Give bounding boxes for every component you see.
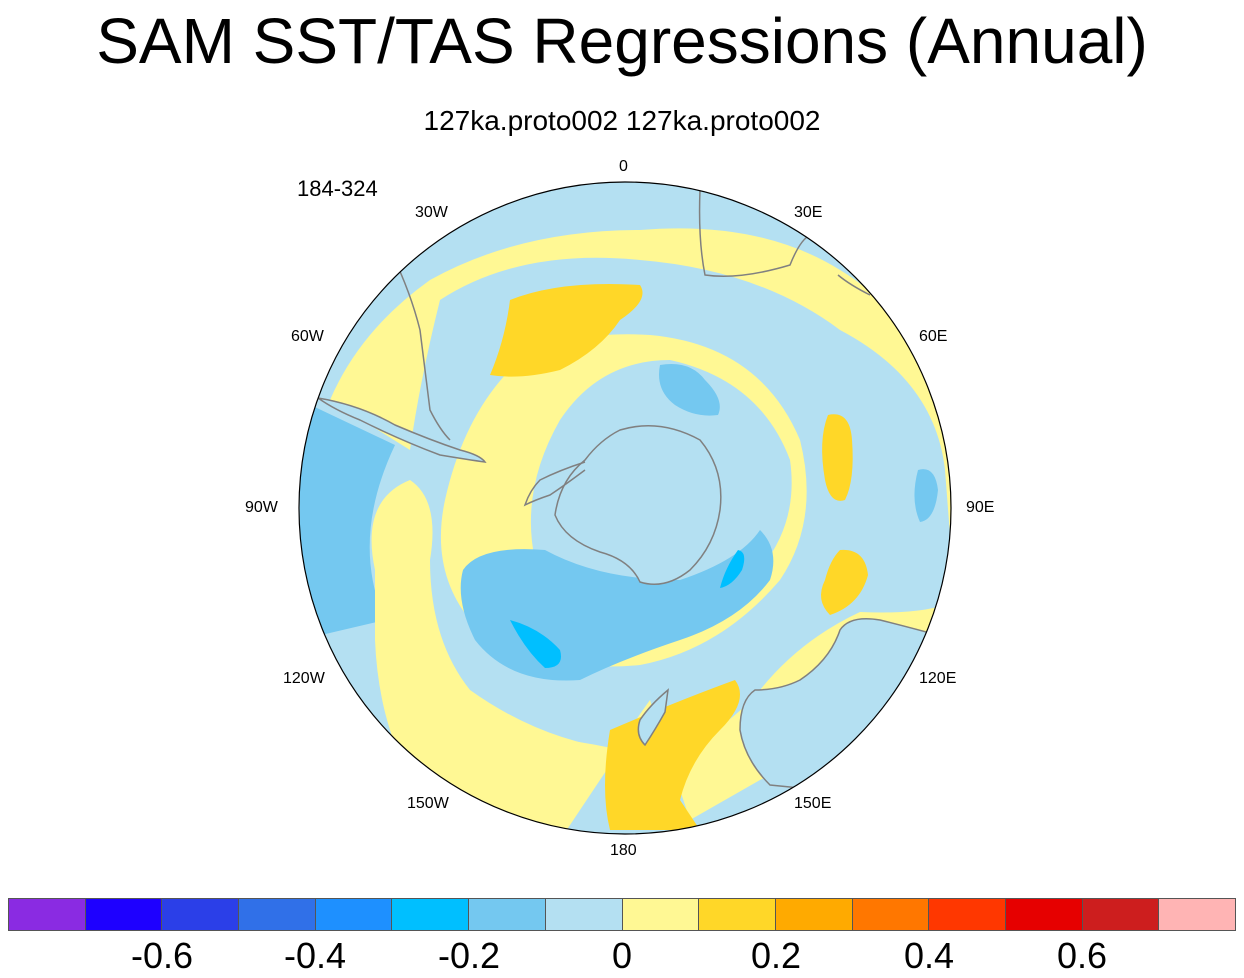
colorbar-swatch (469, 899, 546, 930)
lon-label-90e: 90E (966, 499, 995, 516)
colorbar-swatch (775, 899, 853, 930)
lon-label-90w: 90W (245, 499, 278, 516)
colorbar-swatch (239, 899, 316, 930)
madagascar-coastline (837, 274, 871, 296)
colorbar (8, 898, 1236, 931)
colorbar-swatch (545, 899, 623, 930)
lon-label-180: 180 (610, 842, 637, 859)
colorbar-tick-label: -0.6 (130, 935, 194, 976)
field-east-indian-negative (914, 469, 938, 522)
lon-label-60e: 60E (919, 328, 948, 345)
lon-label-60w: 60W (291, 328, 324, 345)
south-america-coastline (317, 397, 487, 463)
colorbar-swatch (1005, 899, 1083, 930)
lon-label-120e: 120E (919, 670, 957, 687)
peninsula-coastline (523, 461, 586, 507)
field-south-atlantic-positive (490, 284, 643, 377)
new-zealand-coastline (637, 688, 670, 747)
field-pacific-positive (605, 680, 740, 830)
field-strong-negative-1 (510, 620, 561, 668)
south-america-east-coast (389, 249, 451, 441)
colorbar-swatch (85, 899, 163, 930)
colorbar-swatch (929, 899, 1006, 930)
colorbar-swatch (1082, 899, 1160, 930)
colorbar-tick-label: 0.2 (750, 935, 802, 976)
colorbar-swatch (622, 899, 700, 930)
australia-coastline (739, 618, 951, 791)
colorbar-swatch (315, 899, 393, 930)
colorbar-tick-label: 0 (611, 935, 633, 976)
lon-label-150w: 150W (407, 795, 449, 812)
year-range-label: 184-324 (297, 176, 378, 201)
map-field (299, 182, 951, 834)
lon-label-30e: 30E (794, 204, 823, 221)
field-indian-positive-1 (822, 414, 853, 501)
field-west-negative (300, 400, 395, 640)
africa-coastline (698, 189, 811, 277)
colorbar-tick-label: 0.4 (903, 935, 955, 976)
field-weddell-negative (659, 364, 720, 416)
lon-label-0: 0 (619, 158, 628, 175)
antarctica-coastline (554, 425, 722, 585)
map-boundary (298, 181, 952, 835)
colorbar-swatch (699, 899, 776, 930)
colorbar-tick-label: -0.2 (437, 935, 501, 976)
chart-title: SAM SST/TAS Regressions (Annual) (96, 5, 1148, 77)
colorbar-tick-label: 0.6 (1056, 935, 1108, 976)
lon-label-120w: 120W (283, 670, 325, 687)
field-southwest-positive (371, 480, 620, 834)
colorbar-swatch (1159, 899, 1235, 930)
chart-subtitle: 127ka.proto002 127ka.proto002 (423, 105, 821, 136)
colorbar-swatch (9, 899, 86, 930)
field-indian-positive-2 (821, 549, 868, 615)
colorbar-swatch (392, 899, 470, 930)
colorbar-tick-label: -0.4 (283, 935, 347, 976)
field-strong-negative-2 (720, 550, 745, 588)
lon-label-30w: 30W (415, 204, 448, 221)
colorbar-swatch (852, 899, 930, 930)
colorbar-swatch (162, 899, 240, 930)
lon-label-150e: 150E (794, 795, 832, 812)
